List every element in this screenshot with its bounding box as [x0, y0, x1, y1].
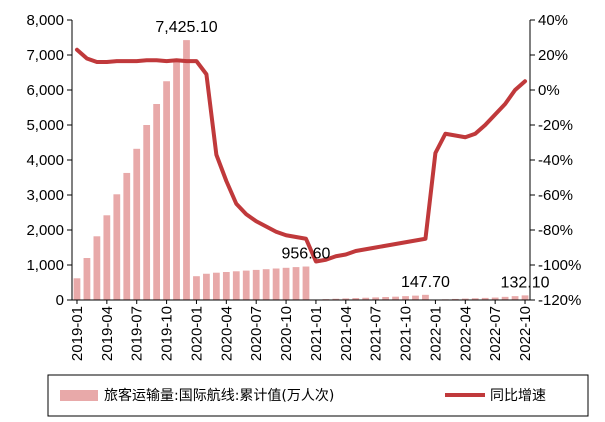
- bar: [163, 81, 170, 300]
- bar: [193, 276, 200, 300]
- bar: [133, 148, 141, 300]
- bar: [73, 278, 81, 300]
- bar: [372, 297, 380, 301]
- bar: [491, 297, 499, 300]
- right-tick-label: 0%: [538, 82, 560, 99]
- bar: [153, 104, 161, 300]
- left-tick-label: 8,000: [26, 12, 64, 29]
- x-tick-label: 2021-10: [398, 306, 415, 361]
- bar-value-label: 956.60: [282, 246, 331, 263]
- x-tick-label: 2022-10: [517, 306, 534, 361]
- bar: [222, 272, 230, 300]
- legend-bar-swatch: [60, 390, 98, 401]
- bar-value-label: 147.70: [401, 274, 450, 291]
- data-labels: 7,425.10 956.60 147.70 132.10: [155, 19, 549, 291]
- growth-line: [74, 47, 528, 264]
- bar: [232, 271, 240, 300]
- x-tick-label: 2021-01: [308, 306, 325, 361]
- legend: 旅客运输量:国际航线:累计值(万人次) 同比增速: [47, 374, 589, 417]
- x-axis-ticks: 2019-01 2019-04 2019-07 2019-10 2020-01 2020-…: [69, 300, 534, 361]
- x-tick-label: 2022-04: [457, 306, 474, 361]
- bar: [292, 267, 300, 300]
- bar: [412, 295, 419, 301]
- bar: [402, 296, 409, 300]
- bar: [252, 269, 260, 300]
- bar: [382, 297, 390, 300]
- legend-line-label: 同比增速: [490, 388, 546, 404]
- bar: [471, 298, 479, 300]
- left-tick-label: 3,000: [26, 187, 64, 204]
- bar: [103, 215, 111, 300]
- left-tick-label: 7,000: [26, 47, 64, 64]
- x-tick-label: 2019-10: [159, 306, 176, 361]
- bar: [501, 296, 509, 300]
- bar: [83, 258, 91, 300]
- bar: [352, 298, 360, 300]
- bar: [113, 194, 121, 300]
- legend-frame: [47, 374, 589, 417]
- bar: [422, 294, 429, 300]
- bar-value-label: 132.10: [501, 274, 550, 291]
- right-tick-label: 20%: [538, 47, 568, 64]
- bar: [262, 269, 270, 300]
- bar: [392, 296, 399, 300]
- x-tick-label: 2019-07: [129, 306, 146, 361]
- right-tick-label: 40%: [538, 12, 568, 29]
- right-axis-ticks: -120% -100% -80% -60% -40% -20% 0% 20% 40%: [530, 12, 581, 309]
- right-tick-label: -120%: [538, 292, 581, 309]
- left-tick-label: 1,000: [26, 257, 64, 274]
- bar: [461, 298, 469, 300]
- right-tick-label: -60%: [538, 187, 573, 204]
- bar: [93, 236, 101, 300]
- bar: [203, 273, 210, 300]
- bar: [511, 296, 519, 300]
- bar: [212, 272, 220, 300]
- x-tick-label: 2020-07: [248, 306, 265, 361]
- x-tick-label: 2022-01: [427, 306, 444, 361]
- x-tick-label: 2021-04: [338, 306, 355, 361]
- bar-series: [73, 40, 529, 301]
- bar: [123, 172, 131, 300]
- right-tick-label: -40%: [538, 152, 573, 169]
- bar: [143, 125, 151, 300]
- right-tick-label: -80%: [538, 222, 573, 239]
- left-tick-label: 5,000: [26, 117, 64, 134]
- bar: [272, 268, 280, 300]
- bar: [362, 297, 370, 300]
- bar: [173, 60, 180, 300]
- left-tick-label: 4,000: [26, 152, 64, 169]
- legend-bar-label: 旅客运输量:国际航线:累计值(万人次): [104, 387, 334, 404]
- x-tick-label: 2020-01: [188, 306, 205, 361]
- bar: [282, 267, 290, 300]
- x-tick-label: 2019-01: [69, 306, 86, 361]
- left-tick-label: 6,000: [26, 82, 64, 99]
- bar: [242, 270, 250, 300]
- bar: [183, 40, 190, 301]
- right-tick-label: -20%: [538, 117, 573, 134]
- bar: [521, 295, 529, 300]
- right-tick-label: -100%: [538, 257, 581, 274]
- x-tick-label: 2020-04: [218, 306, 235, 361]
- left-tick-label: 0: [56, 292, 64, 309]
- bar: [332, 298, 340, 300]
- left-tick-label: 2,000: [26, 222, 64, 239]
- x-tick-label: 2022-07: [487, 306, 504, 361]
- left-axis-ticks: 0 1,000 2,000 3,000 4,000 5,000 6,000 7,000 8,00…: [26, 12, 72, 309]
- bar: [342, 298, 350, 300]
- bar: [302, 266, 310, 300]
- bar: [451, 298, 459, 300]
- x-tick-label: 2020-10: [278, 306, 295, 361]
- bar: [481, 297, 489, 300]
- x-tick-label: 2021-07: [368, 306, 385, 361]
- bar-value-label: 7,425.10: [155, 19, 217, 36]
- x-tick-label: 2019-04: [99, 306, 116, 361]
